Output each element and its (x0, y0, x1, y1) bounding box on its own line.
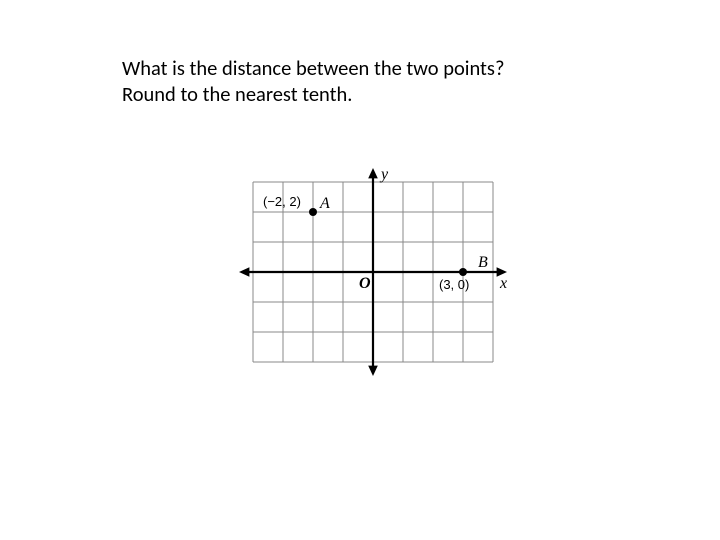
chart-svg: y x O (−2, 2) A (3, 0) B (235, 164, 511, 380)
point-b (459, 268, 467, 276)
question-line-2: Round to the nearest tenth. (122, 82, 504, 108)
question-block: What is the distance between the two poi… (122, 56, 504, 107)
question-line-1: What is the distance between the two poi… (122, 56, 504, 82)
svg-text:O: O (359, 275, 371, 292)
point-a (309, 208, 317, 216)
coordinate-chart: y x O (−2, 2) A (3, 0) B (235, 164, 511, 385)
svg-text:y: y (379, 166, 389, 183)
svg-text:B: B (478, 254, 488, 271)
svg-text:(3, 0): (3, 0) (439, 277, 469, 292)
svg-text:(−2, 2): (−2, 2) (263, 194, 301, 209)
svg-text:A: A (319, 195, 330, 212)
svg-text:x: x (499, 275, 507, 292)
